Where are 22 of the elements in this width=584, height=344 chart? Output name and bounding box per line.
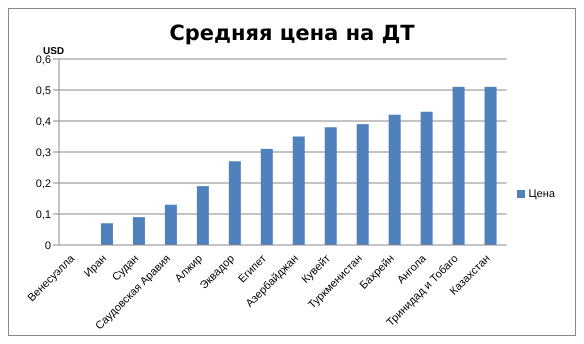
y-tick-label: 0,5 bbox=[36, 84, 51, 97]
bar bbox=[132, 217, 145, 245]
bar bbox=[388, 114, 401, 245]
bar bbox=[452, 86, 465, 245]
y-tick-label: 0,6 bbox=[36, 54, 51, 66]
y-tick-label: 0,3 bbox=[36, 146, 51, 159]
bar bbox=[420, 112, 433, 245]
bar bbox=[164, 204, 177, 245]
bar bbox=[260, 148, 273, 245]
y-tick-label: 0 bbox=[44, 240, 51, 252]
bar bbox=[228, 161, 241, 245]
y-tick-label: 0,1 bbox=[36, 208, 51, 221]
chart-title: Средняя цена на ДТ bbox=[168, 21, 416, 45]
y-tick-label: 0,2 bbox=[36, 178, 51, 190]
bar bbox=[356, 124, 369, 245]
y-tick-label: 0,4 bbox=[36, 116, 51, 128]
legend-label: Цена bbox=[528, 188, 555, 200]
bar bbox=[100, 223, 113, 245]
bar bbox=[196, 186, 209, 245]
bar bbox=[292, 136, 305, 245]
bar bbox=[324, 127, 337, 245]
bar bbox=[484, 86, 497, 245]
